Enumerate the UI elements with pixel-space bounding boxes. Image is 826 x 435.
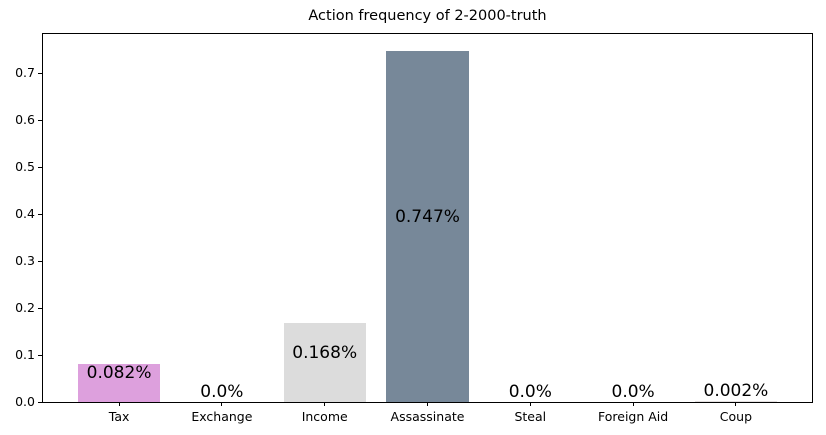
x-axis-tick bbox=[427, 402, 428, 406]
bar-income bbox=[283, 323, 366, 402]
y-axis-tick bbox=[38, 72, 42, 74]
plot-area: 0.0 0.1 0.2 0.3 0.4 0.5 0.6 0.7 0.082% Tax 0.0% Exc… bbox=[15, 33, 813, 424]
y-axis-tick bbox=[38, 401, 42, 403]
chart-title: Action frequency of 2-2000-truth bbox=[308, 8, 547, 24]
x-axis-tick-label: Foreign Aid bbox=[598, 409, 669, 424]
y-axis-tick-label: 0.7 bbox=[15, 65, 35, 81]
x-axis-tick-label: Coup bbox=[719, 409, 753, 424]
y-axis-tick bbox=[38, 166, 42, 168]
y-axis-tick-label: 0.1 bbox=[15, 347, 35, 363]
x-axis-tick bbox=[632, 402, 634, 406]
bar-value-label: 0.002% bbox=[703, 381, 769, 402]
bar-coup bbox=[694, 401, 778, 402]
y-axis-tick bbox=[38, 119, 42, 121]
x-axis-tick-label: Income bbox=[301, 409, 348, 424]
y-axis-tick bbox=[38, 307, 42, 309]
bar-value-label: 0.0% bbox=[611, 381, 655, 402]
x-axis-tick-label: Steal bbox=[514, 409, 547, 424]
y-axis-tick-label: 0.6 bbox=[15, 112, 35, 128]
x-axis-tick-label: Assassinate bbox=[390, 409, 465, 424]
bar-value-label: 0.082% bbox=[86, 362, 152, 383]
y-axis-tick-label: 0.4 bbox=[15, 206, 35, 222]
y-axis-tick-label: 0.0 bbox=[15, 394, 35, 409]
x-axis-tick bbox=[529, 402, 531, 406]
bar-assassinate bbox=[386, 51, 469, 402]
bar-value-label: 0.747% bbox=[395, 206, 460, 227]
x-axis-tick bbox=[221, 402, 223, 406]
y-axis-tick bbox=[38, 260, 42, 262]
x-axis-tick bbox=[735, 402, 737, 406]
bar-value-label: 0.168% bbox=[292, 342, 358, 363]
y-axis-tick-label: 0.3 bbox=[15, 253, 35, 269]
x-axis-tick-label: Tax bbox=[108, 409, 130, 424]
y-axis-tick-label: 0.5 bbox=[15, 159, 35, 175]
y-axis-tick bbox=[38, 354, 42, 356]
x-axis-tick-label: Exchange bbox=[191, 409, 253, 424]
bar-value-label: 0.0% bbox=[200, 381, 244, 402]
bar-value-label: 0.0% bbox=[508, 381, 552, 402]
bar-tax bbox=[77, 364, 161, 402]
x-axis-tick bbox=[118, 402, 120, 406]
y-axis-tick-label: 0.2 bbox=[15, 300, 35, 316]
y-axis-tick bbox=[38, 213, 42, 215]
x-axis-tick bbox=[324, 402, 326, 406]
